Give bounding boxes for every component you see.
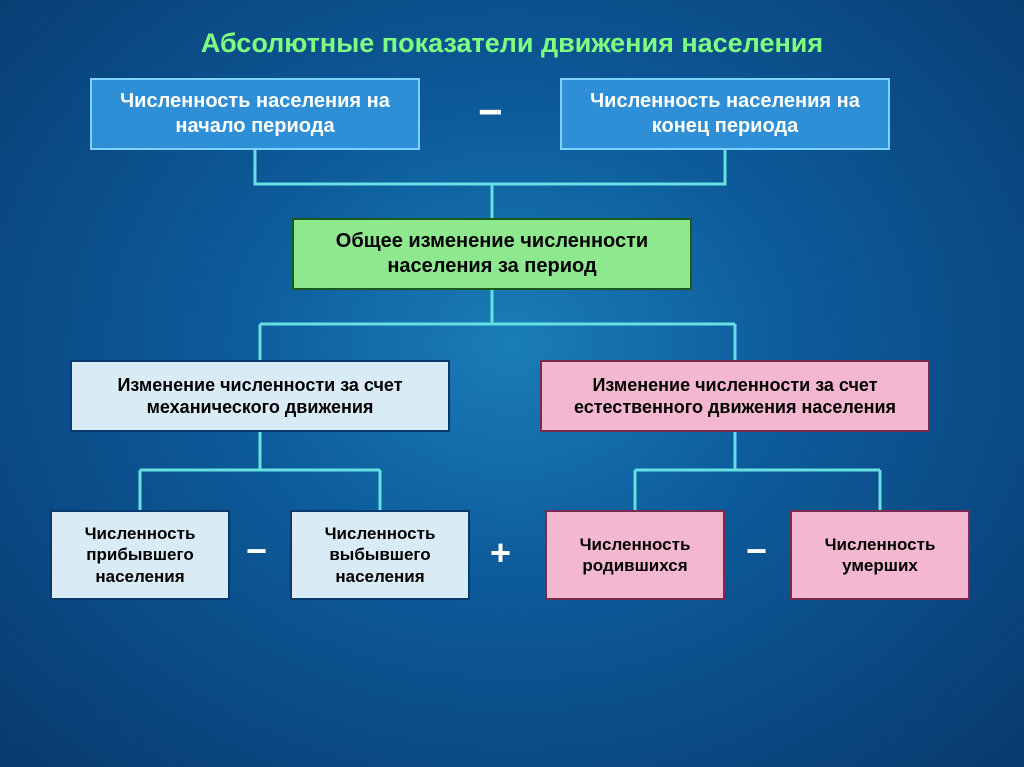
label: Изменение численности за счет естественн… <box>552 374 918 419</box>
box-died: Численность умерших <box>790 510 970 600</box>
box-population-end: Численность населения на конец периода <box>560 78 890 150</box>
label: Численность населения на конец периода <box>572 89 878 139</box>
label: Численность населения на начало периода <box>102 89 408 139</box>
diagram-title: Абсолютные показатели движения населения <box>0 28 1024 59</box>
label: Численность умерших <box>802 534 958 577</box>
box-natural-change: Изменение численности за счет естественн… <box>540 360 930 432</box>
operator-plus-center: + <box>490 532 511 574</box>
box-arrived: Численность прибывшего населения <box>50 510 230 600</box>
label: Численность родившихся <box>557 534 713 577</box>
operator-minus-top: − <box>478 88 503 136</box>
operator-minus-right: − <box>746 530 767 572</box>
label: Общее изменение численности населения за… <box>304 229 680 279</box>
label: Изменение численности за счет механическ… <box>82 374 438 419</box>
box-departed: Численность выбывшего населения <box>290 510 470 600</box>
box-total-change: Общее изменение численности населения за… <box>292 218 692 290</box>
box-born: Численность родившихся <box>545 510 725 600</box>
box-population-start: Численность населения на начало периода <box>90 78 420 150</box>
operator-minus-left: − <box>246 530 267 572</box>
box-mechanical-change: Изменение численности за счет механическ… <box>70 360 450 432</box>
label: Численность прибывшего населения <box>62 523 218 587</box>
label: Численность выбывшего населения <box>302 523 458 587</box>
